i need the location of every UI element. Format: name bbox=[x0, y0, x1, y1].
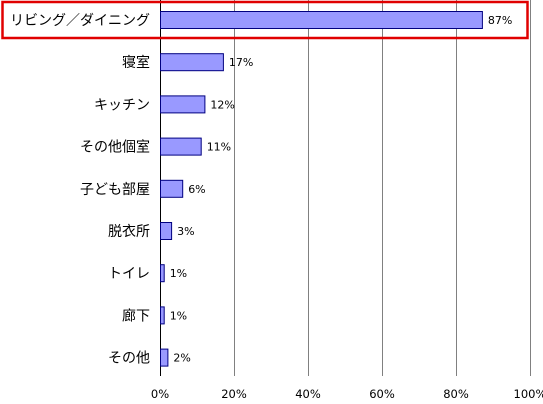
value-label: 12% bbox=[210, 98, 234, 111]
value-label: 3% bbox=[177, 225, 194, 238]
bar bbox=[160, 53, 224, 72]
value-label: 1% bbox=[170, 309, 187, 322]
value-label: 11% bbox=[207, 141, 231, 154]
x-tick-label: 0% bbox=[151, 387, 169, 401]
value-label: 17% bbox=[229, 56, 253, 69]
value-label: 1% bbox=[170, 267, 187, 280]
bar bbox=[160, 348, 169, 367]
bar bbox=[160, 137, 202, 156]
value-label: 2% bbox=[173, 352, 190, 365]
category-label: 脱衣所 bbox=[108, 224, 150, 240]
category-label: キッチン bbox=[94, 97, 150, 113]
x-tick-label: 60% bbox=[369, 387, 395, 401]
value-label: 87% bbox=[488, 14, 512, 27]
bar bbox=[160, 95, 206, 114]
category-label: 子ども部屋 bbox=[80, 182, 150, 198]
bar bbox=[160, 264, 165, 283]
category-label: その他 bbox=[108, 351, 150, 367]
bar bbox=[160, 306, 165, 325]
category-label: その他個室 bbox=[80, 139, 150, 156]
highlight-frame bbox=[1, 0, 529, 40]
highlight-layer bbox=[1, 0, 529, 40]
bar bbox=[160, 179, 184, 198]
value-label: 6% bbox=[188, 183, 205, 196]
category-label: トイレ bbox=[108, 266, 150, 282]
tick-layer: 0% 20% 40% 60% 80% 100% bbox=[151, 387, 543, 401]
bar bbox=[160, 222, 173, 240]
category-label: リビング／ダイニング bbox=[10, 13, 150, 29]
bar bbox=[160, 11, 483, 29]
x-tick-label: 80% bbox=[443, 387, 469, 401]
label-layer: リビング／ダイニング 87% 寝室 17% キッチン 12% その他個室 11% 子ども部屋 6%… bbox=[10, 13, 512, 367]
x-tick-label: 20% bbox=[221, 387, 247, 401]
x-tick-label: 40% bbox=[295, 387, 321, 401]
category-label: 廊下 bbox=[122, 307, 150, 324]
x-tick-label: 100% bbox=[514, 387, 543, 401]
category-label: 寝室 bbox=[122, 54, 150, 71]
bar-layer bbox=[160, 11, 483, 367]
